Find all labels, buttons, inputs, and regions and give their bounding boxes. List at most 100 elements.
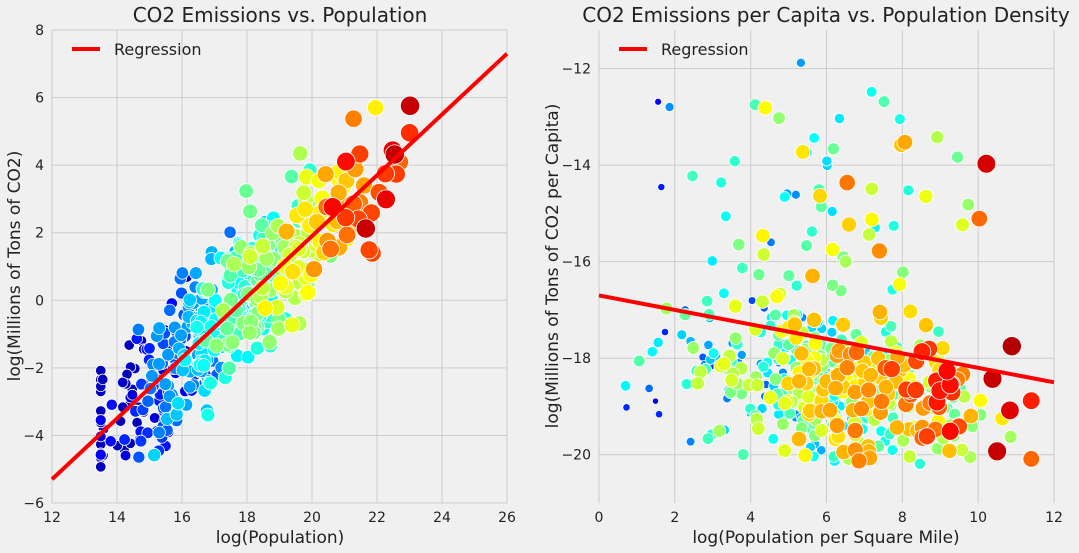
scatter-point	[955, 217, 970, 233]
scatter-point	[690, 376, 705, 391]
x-tick-label: 26	[498, 510, 516, 526]
scatter-point	[776, 417, 790, 431]
y-tick-label: 2	[35, 226, 44, 242]
scatter-point	[838, 173, 856, 192]
scatter-point	[752, 268, 766, 282]
scatter-point	[790, 430, 808, 448]
scatter-point	[791, 373, 808, 390]
scatter-point	[750, 377, 765, 393]
scatter-point	[254, 237, 272, 255]
scatter-point	[384, 144, 405, 165]
legend-label-regression: Regression	[661, 40, 749, 59]
scatter-point	[812, 188, 828, 204]
scatter-point	[728, 155, 741, 168]
scatter-point	[757, 100, 773, 116]
scatter-point	[680, 378, 693, 391]
scatter-point	[871, 303, 889, 321]
scatter-point	[700, 294, 714, 308]
scatter-point	[223, 291, 239, 308]
scatter-point	[841, 216, 857, 233]
scatter-point	[196, 358, 211, 373]
scatter-point	[123, 339, 135, 351]
scatter-point	[887, 219, 900, 232]
chart-co2-per-capita-vs-density: 0 2 4 6 8 10 12 −20 −18 −16 −14 −12 CO2 Emissions …	[543, 3, 1070, 548]
chart-title: CO2 Emissions per Capita vs. Population …	[582, 3, 1070, 27]
x-tick-labels: 12 14 16 18 20 22 24 26	[43, 510, 516, 526]
y-tick-label: −20	[561, 448, 591, 464]
scatter-point	[1000, 400, 1020, 421]
scatter-point	[296, 200, 314, 218]
scatter-point	[241, 324, 258, 341]
scatter-point	[208, 337, 225, 354]
scatter-point	[886, 444, 899, 456]
scatter-point	[736, 261, 749, 275]
scatter-point	[755, 294, 770, 309]
scatter-point	[800, 360, 818, 378]
scatter-point	[808, 132, 820, 144]
scatter-point	[940, 421, 960, 441]
scatter-point	[295, 184, 312, 202]
chart-title: CO2 Emissions vs. Population	[133, 3, 428, 27]
scatter-point	[896, 265, 910, 280]
scatter-point	[175, 266, 190, 280]
scatter-point	[646, 346, 658, 358]
scatter-point	[736, 448, 750, 461]
scatter-point	[676, 329, 688, 341]
scatter-point	[174, 328, 188, 343]
scatter-point	[826, 326, 838, 338]
scatter-point	[846, 421, 864, 440]
scatter-point	[355, 218, 376, 239]
scatter-point	[238, 183, 254, 199]
scatter-point	[119, 449, 132, 462]
scatter-point	[976, 153, 997, 174]
scatter-point	[158, 377, 173, 391]
scatter-point	[344, 109, 363, 128]
scatter-point	[800, 239, 813, 252]
scatter-point	[644, 383, 654, 394]
scatter-point	[873, 392, 891, 410]
scatter-point	[660, 327, 670, 337]
x-tick-label: 14	[108, 510, 126, 526]
x-tick-label: 12	[1045, 510, 1063, 526]
scatter-point	[141, 394, 155, 408]
scatter-point	[336, 151, 356, 172]
scatter-point	[769, 289, 785, 305]
x-tick-label: 20	[303, 510, 321, 526]
scatter-point	[651, 397, 660, 405]
x-tick-labels: 0 2 4 6 8 10 12	[595, 510, 1063, 526]
scatter-point	[131, 322, 146, 337]
scatter-point	[892, 276, 908, 292]
scatter-point	[747, 296, 757, 305]
scatter-point	[769, 308, 782, 322]
regression-line	[598, 293, 1055, 385]
scatter-point	[917, 317, 935, 334]
x-tick-label: 16	[173, 510, 191, 526]
scatter-point	[918, 188, 934, 204]
scatter-point	[756, 247, 771, 262]
scatter-point	[200, 407, 216, 423]
scatter-point	[791, 189, 801, 200]
scatter-point	[972, 392, 989, 409]
scatter-point	[1022, 391, 1041, 410]
scatter-point	[864, 181, 880, 197]
y-tick-label: −4	[23, 428, 44, 444]
y-tick-labels: −20 −18 −16 −14 −12	[561, 62, 591, 464]
scatter-point	[652, 336, 664, 349]
legend-label-regression: Regression	[114, 40, 202, 59]
scatter-point	[778, 191, 791, 203]
scatter-point	[299, 284, 317, 302]
scatter-point	[94, 448, 107, 461]
scatter-point	[715, 176, 728, 189]
scatter-point	[241, 248, 259, 265]
scatter-point	[283, 168, 300, 185]
scatter-point	[97, 373, 109, 386]
regression-line	[50, 52, 509, 481]
scatter-point	[242, 203, 258, 220]
scatter-point	[685, 436, 696, 447]
scatter-point	[118, 433, 131, 446]
scatter-point	[801, 389, 816, 405]
scatter-point	[827, 379, 844, 397]
scatter-point	[400, 123, 420, 143]
scatter-point	[316, 165, 335, 184]
